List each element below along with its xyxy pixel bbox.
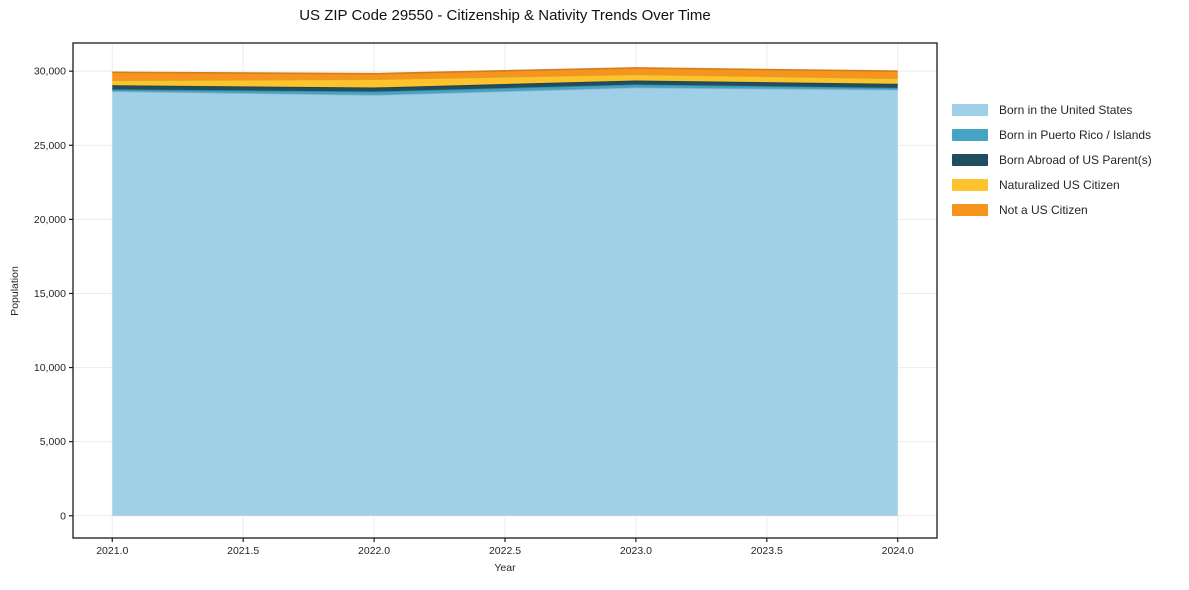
legend-label: Born in the United States [999, 103, 1133, 117]
x-tick-label: 2023.0 [620, 545, 652, 557]
legend-label: Born in Puerto Rico / Islands [999, 128, 1152, 142]
y-tick-label: 30,000 [34, 66, 66, 78]
legend: Born in the United States Born in Puerto … [952, 103, 1152, 217]
area-series [112, 84, 898, 95]
legend-swatch-icon [952, 104, 988, 116]
legend-label: Not a US Citizen [999, 203, 1088, 217]
x-tick-label: 2024.0 [882, 545, 914, 557]
legend-item: Born in Puerto Rico / Islands [952, 128, 1152, 142]
x-tick-label: 2021.5 [227, 545, 259, 557]
x-tick-label: 2021.0 [96, 545, 128, 557]
area-series-edge [112, 67, 898, 75]
legend-item: Born in the United States [952, 103, 1152, 117]
legend-swatch-icon [952, 154, 988, 166]
x-tick-label: 2022.5 [489, 545, 521, 557]
x-tick-label: 2023.5 [751, 545, 783, 557]
x-tick-label: 2022.0 [358, 545, 390, 557]
x-axis-label: Year [494, 562, 516, 574]
area-series [112, 74, 898, 88]
legend-label: Born Abroad of US Parent(s) [999, 153, 1152, 167]
legend-swatch-icon [952, 204, 988, 216]
legend-swatch-icon [952, 179, 988, 191]
legend-swatch-icon [952, 129, 988, 141]
y-tick-label: 5,000 [40, 436, 66, 448]
y-tick-label: 25,000 [34, 140, 66, 152]
area-series [112, 80, 898, 92]
legend-label: Naturalized US Citizen [999, 178, 1120, 192]
y-tick-label: 10,000 [34, 362, 66, 374]
chart-title: US ZIP Code 29550 - Citizenship & Nativi… [299, 7, 711, 24]
legend-item: Not a US Citizen [952, 203, 1152, 217]
y-tick-label: 20,000 [34, 214, 66, 226]
legend-item: Born Abroad of US Parent(s) [952, 153, 1152, 167]
area-series [112, 67, 898, 81]
legend-item: Naturalized US Citizen [952, 178, 1152, 192]
y-tick-label: 15,000 [34, 288, 66, 300]
y-tick-label: 0 [60, 510, 66, 522]
area-series [112, 87, 898, 516]
